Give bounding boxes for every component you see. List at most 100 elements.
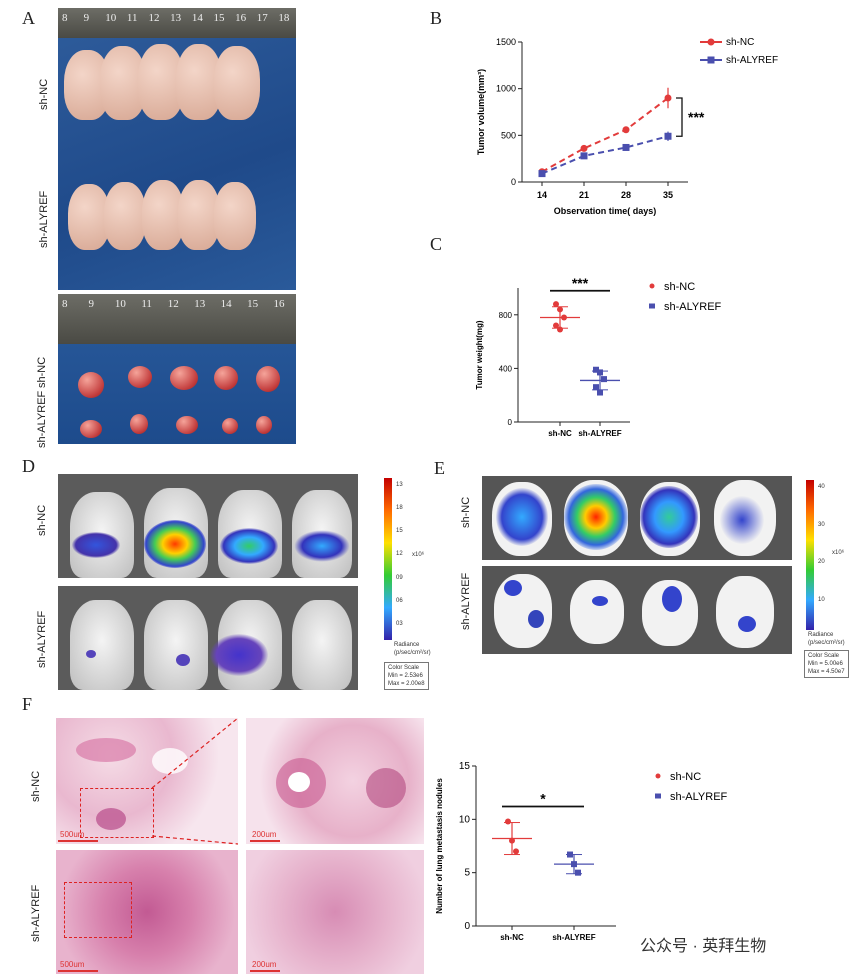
ruler-tick-label: 18 xyxy=(278,12,290,24)
legend-label: sh-ALYREF xyxy=(726,55,778,66)
ruler-top: 8 9 10 11 12 13 14 15 16 17 18 xyxy=(58,8,296,38)
panel-label-b: B xyxy=(430,8,443,28)
significance-bracket xyxy=(676,97,683,137)
y-tick-label: 1000 xyxy=(496,84,516,94)
colorbar-e xyxy=(806,480,814,630)
x-tick-label: 14 xyxy=(537,190,547,200)
scalebar-nc-high-label: 200um xyxy=(252,830,277,839)
panel-label-d: D xyxy=(22,456,35,476)
colorbar-e-unit: x10⁶ xyxy=(832,550,845,556)
y-tick-label: 0 xyxy=(464,921,470,932)
min-label-e: Min = 5.00e6 xyxy=(808,661,843,667)
panel-label-c: C xyxy=(430,234,443,254)
colorbar-e-minmax: Color Scale Min = 5.00e6 Max = 4.50e7 xyxy=(804,650,849,678)
ruler-tick-label: 10 xyxy=(105,12,117,24)
data-point-sh-ALYREF xyxy=(580,152,588,160)
colorbar-d xyxy=(384,478,392,640)
scalebar-nc-high xyxy=(250,840,280,842)
data-point-sh-NC xyxy=(553,322,559,329)
colorbar-tick-label: 30 xyxy=(818,521,825,528)
panel-label-a: A xyxy=(22,8,35,28)
ruler-tick-label: 9 xyxy=(83,12,90,24)
ruler-tick-label: 13 xyxy=(194,298,206,310)
panel-label-f: F xyxy=(22,694,33,714)
colorbar-tick-label: 10 xyxy=(818,596,825,603)
tumor-volume-chart: 0 500 1000 1500 14 21 28 35 Observation time( da… xyxy=(476,37,778,216)
y-tick-label: 10 xyxy=(459,814,471,825)
colorbar-tick-label: 03 xyxy=(396,620,403,627)
data-point-sh-ALYREF xyxy=(622,143,630,151)
colorbar-tick-label: 12 xyxy=(396,551,403,558)
x-tick-label: sh-NC xyxy=(548,429,572,438)
max-label: Max = 2.00e8 xyxy=(388,681,425,687)
data-point-sh-ALYREF xyxy=(575,869,581,876)
significance-label: *** xyxy=(688,109,705,125)
colorbar-tick-label: 09 xyxy=(396,574,403,581)
data-point-sh-ALYREF xyxy=(664,132,672,140)
data-point-sh-ALYREF xyxy=(597,389,603,396)
data-point-sh-NC xyxy=(622,126,630,134)
data-point-sh-ALYREF xyxy=(597,369,603,376)
significance-label: * xyxy=(540,791,546,807)
histology-nc-high xyxy=(246,718,424,844)
y-tick-label: 0 xyxy=(511,177,516,187)
ruler-tick-label: 10 xyxy=(114,298,126,310)
min-label: Min = 2.53e6 xyxy=(388,673,423,679)
y-tick-label: 1500 xyxy=(496,37,516,47)
legend-marker xyxy=(707,38,715,46)
colorbar-e-ticks: 40 30 20 10 xyxy=(818,480,844,630)
histology-nc-low xyxy=(56,718,238,844)
data-point-sh-NC xyxy=(557,326,563,333)
scalebar-nc-low xyxy=(58,840,98,842)
data-point-sh-NC xyxy=(513,848,519,855)
ruler-tick-label: 13 xyxy=(170,12,182,24)
ivis-lung-alyref-image xyxy=(482,566,792,654)
color-scale-label-e: Color Scale xyxy=(808,653,840,659)
data-point-sh-NC xyxy=(505,818,511,825)
color-scale-label: Color Scale xyxy=(388,665,420,671)
ruler-tick-label: 8 xyxy=(62,298,68,310)
colorbar-tick-label: 13 xyxy=(396,482,403,488)
colorbar-tick-label: 15 xyxy=(396,528,403,535)
ruler-tick-label: 9 xyxy=(88,298,94,310)
ruler-middle: 8 9 10 11 12 13 14 15 16 xyxy=(58,294,296,344)
ruler-tick-label: 8 xyxy=(62,12,68,24)
ruler-tick-label: 12 xyxy=(148,12,160,24)
histology-alyref-low xyxy=(56,850,238,974)
series-line-sh-NC xyxy=(541,97,669,173)
ivis-alyref-image xyxy=(58,586,358,690)
watermark: 公众号 · 英拜生物 xyxy=(640,938,767,955)
x-tick-label: 28 xyxy=(621,190,631,200)
ivis-nc-image xyxy=(58,474,358,578)
legend-marker xyxy=(707,56,715,64)
y-axis-label: Tumor volume(mm³) xyxy=(476,69,486,155)
mice-photo: 8 9 10 11 12 13 14 15 16 17 18 xyxy=(58,8,296,290)
y-tick-label: 0 xyxy=(508,418,513,427)
data-point-sh-NC xyxy=(580,144,588,152)
data-point-sh-ALYREF xyxy=(538,170,546,178)
panel-label-e: E xyxy=(434,458,445,478)
legend-label: sh-NC xyxy=(670,771,701,783)
histology-alyref-high xyxy=(246,850,424,974)
colorbar-tick-label: 40 xyxy=(818,484,825,490)
scalebar-nc-low-label: 500um xyxy=(60,830,85,839)
data-point-sh-ALYREF xyxy=(567,851,573,858)
ruler-tick-label: 15 xyxy=(213,12,225,24)
lung-nodules-chart: 0 5 10 15 Number of lung metastasis nodules s… xyxy=(435,761,728,942)
ruler-tick-label: 14 xyxy=(220,298,232,310)
ruler-tick-label: 11 xyxy=(141,298,152,310)
data-point-sh-ALYREF xyxy=(571,861,577,868)
legend-marker xyxy=(655,773,661,779)
ivis-lung-nc-image xyxy=(482,476,792,560)
y-tick-label: 400 xyxy=(499,364,513,373)
series-line-sh-ALYREF xyxy=(541,135,669,175)
colorbar-e-title: Radiance xyxy=(808,632,834,638)
zoom-box-nc xyxy=(80,788,154,838)
significance-label: *** xyxy=(572,275,589,291)
colorbar-d-units: (p/sec/cm²/sr) xyxy=(394,650,431,656)
x-axis-label: Observation time( days) xyxy=(554,206,657,216)
data-point-sh-NC xyxy=(553,301,559,308)
tumor-weight-chart: 0 400 800 Tumor weight(mg) sh-NC sh-ALYREF ***… xyxy=(475,275,722,438)
y-axis-label: Tumor weight(mg) xyxy=(475,320,484,390)
